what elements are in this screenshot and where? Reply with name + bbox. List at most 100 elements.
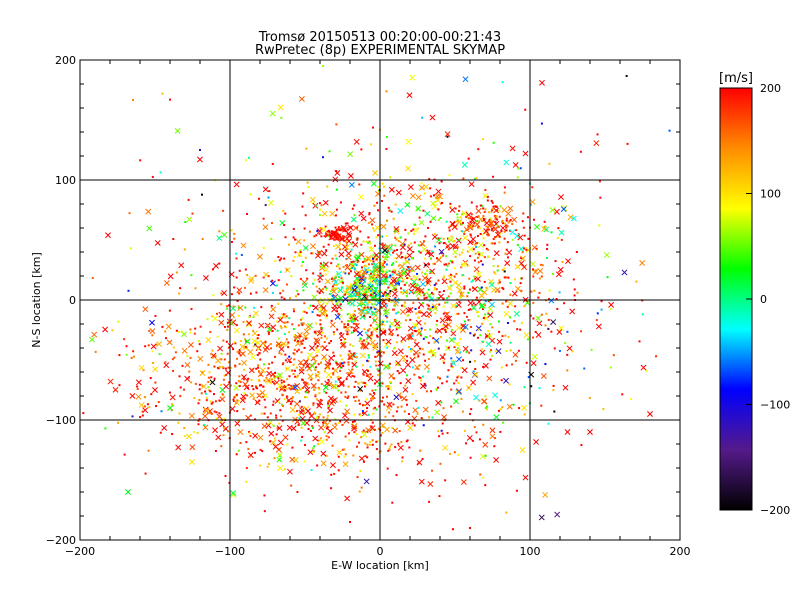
data-point-dot bbox=[500, 230, 503, 233]
data-point-dot bbox=[165, 337, 168, 340]
data-point-dot bbox=[469, 456, 472, 459]
data-point-cross bbox=[292, 384, 299, 391]
data-point-dot bbox=[606, 276, 609, 279]
data-point-dot bbox=[318, 310, 321, 313]
data-point-dot bbox=[381, 323, 384, 326]
data-point-dot bbox=[472, 248, 475, 251]
data-point-dot bbox=[553, 347, 556, 350]
data-point-dot bbox=[399, 396, 402, 399]
data-point-dot bbox=[415, 399, 418, 402]
data-point-dot bbox=[318, 292, 321, 295]
data-point-dot bbox=[498, 281, 501, 284]
data-point-dot bbox=[339, 420, 342, 423]
data-point-dot bbox=[374, 344, 377, 347]
data-point-dot bbox=[259, 464, 262, 467]
data-point-dot bbox=[240, 253, 243, 256]
data-point-cross bbox=[345, 284, 352, 291]
data-point-dot bbox=[531, 186, 534, 189]
data-point-dot bbox=[197, 340, 200, 343]
data-point-dot bbox=[413, 424, 416, 427]
data-point-dot bbox=[484, 300, 487, 303]
data-point-cross bbox=[382, 255, 389, 262]
data-point-dot bbox=[151, 175, 154, 178]
data-point-dot bbox=[313, 362, 316, 365]
data-point-dot bbox=[328, 293, 331, 296]
data-point-dot bbox=[270, 237, 273, 240]
data-point-dot bbox=[449, 205, 452, 208]
data-point-dot bbox=[430, 250, 433, 253]
data-point-dot bbox=[348, 320, 351, 323]
data-point-cross bbox=[571, 215, 577, 222]
data-point-dot bbox=[371, 270, 374, 273]
data-point-dot bbox=[509, 349, 512, 352]
data-point-dot bbox=[326, 414, 329, 417]
data-point-dot bbox=[211, 349, 214, 352]
data-point-dot bbox=[467, 217, 470, 220]
data-point-dot bbox=[391, 426, 394, 429]
data-point-dot bbox=[437, 376, 440, 379]
data-point-dot bbox=[537, 296, 540, 299]
data-point-cross bbox=[383, 252, 390, 259]
data-point-dot bbox=[388, 333, 391, 336]
data-point-cross bbox=[428, 251, 435, 258]
data-point-dot bbox=[481, 340, 484, 343]
data-point-cross bbox=[358, 274, 365, 281]
data-point-dot bbox=[355, 355, 358, 358]
data-point-dot bbox=[269, 347, 272, 350]
data-point-dot bbox=[394, 296, 397, 299]
data-point-dot bbox=[151, 334, 154, 337]
data-point-dot bbox=[329, 235, 332, 238]
data-point-dot bbox=[172, 404, 175, 407]
data-point-cross bbox=[446, 315, 453, 322]
data-point-dot bbox=[303, 302, 306, 305]
data-point-dot bbox=[376, 284, 379, 287]
data-point-dot bbox=[136, 387, 139, 390]
data-point-dot bbox=[312, 402, 315, 405]
data-point-dot bbox=[420, 379, 423, 382]
data-point-dot bbox=[267, 367, 270, 370]
data-point-dot bbox=[373, 382, 376, 385]
data-point-dot bbox=[501, 222, 504, 225]
data-point-dot bbox=[350, 242, 353, 245]
data-point-cross bbox=[280, 313, 287, 319]
data-point-dot bbox=[198, 418, 201, 421]
data-point-dot bbox=[425, 273, 428, 276]
data-point-dot bbox=[435, 388, 438, 391]
data-point-dot bbox=[428, 178, 431, 181]
data-point-cross bbox=[514, 263, 521, 270]
data-point-dot bbox=[317, 300, 320, 303]
data-point-dot bbox=[490, 348, 493, 351]
data-point-dot bbox=[508, 220, 511, 223]
data-point-dot bbox=[319, 361, 322, 364]
data-point-cross bbox=[432, 203, 438, 210]
data-point-dot bbox=[280, 326, 283, 329]
data-point-dot bbox=[284, 385, 287, 388]
data-point-dot bbox=[262, 385, 265, 388]
data-point-cross bbox=[450, 360, 457, 367]
data-point-dot bbox=[359, 470, 362, 473]
data-point-cross bbox=[460, 479, 467, 486]
data-point-dot bbox=[417, 316, 420, 319]
data-point-dot bbox=[344, 222, 347, 225]
data-point-dot bbox=[210, 315, 213, 318]
data-point-dot bbox=[540, 122, 543, 125]
data-point-dot bbox=[379, 313, 382, 316]
data-point-dot bbox=[384, 415, 387, 418]
data-point-dot bbox=[287, 346, 290, 349]
data-point-dot bbox=[261, 450, 264, 453]
data-point-dot bbox=[367, 354, 370, 357]
data-point-dot bbox=[160, 410, 163, 413]
data-point-cross bbox=[203, 407, 210, 414]
data-point-dot bbox=[344, 391, 347, 394]
data-point-dot bbox=[317, 251, 320, 254]
data-point-dot bbox=[334, 254, 337, 257]
data-point-dot bbox=[503, 267, 506, 270]
data-point-dot bbox=[292, 363, 295, 366]
data-point-dot bbox=[406, 439, 409, 442]
data-point-dot bbox=[441, 382, 444, 385]
data-point-dot bbox=[384, 442, 387, 445]
data-point-dot bbox=[362, 404, 365, 407]
data-point-cross bbox=[461, 367, 468, 374]
data-point-dot bbox=[343, 448, 346, 451]
data-point-dot bbox=[337, 469, 340, 472]
